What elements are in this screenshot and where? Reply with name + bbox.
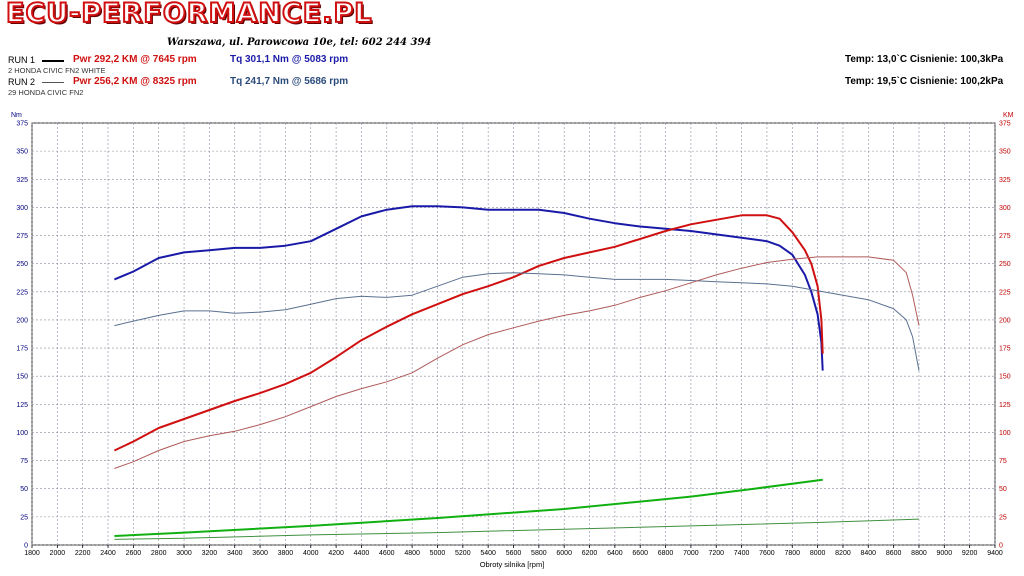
x-tick-label: 5800 (531, 550, 547, 557)
x-tick-label: 8800 (911, 550, 927, 557)
y-right-tick-label: 200 (999, 317, 1011, 324)
x-tick-label: 6000 (556, 550, 572, 557)
x-tick-label: 8200 (835, 550, 851, 557)
x-tick-label: 5400 (480, 550, 496, 557)
y-axis-right-label: KM (1003, 112, 1014, 119)
y-left-tick-label: 175 (16, 346, 28, 353)
chart-series (113, 205, 920, 540)
series-line-run2_loss (114, 518, 920, 540)
x-tick-label: 7200 (708, 550, 724, 557)
y-left-tick-label: 375 (16, 121, 28, 128)
chart-axes: 1800 2000 2200 2400 2600 2800 3000 3200 3400 3600… (16, 121, 1010, 558)
x-tick-label: 4000 (303, 550, 319, 557)
y-right-tick-label: 75 (999, 458, 1007, 465)
x-axis-label: Obroty silnika [rpm] (480, 560, 545, 569)
x-tick-label: 9000 (937, 550, 953, 557)
y-right-tick-label: 300 (999, 205, 1011, 212)
series-line-run1_loss (114, 478, 823, 537)
y-left-tick-label: 300 (16, 205, 28, 212)
brand-logo: ECU-PERFORMANCE.PL (5, 0, 373, 30)
series-line-run1_torque (114, 205, 824, 371)
run2-torque-summary: Tq 241,7 Nm @ 5686 rpm (230, 76, 349, 87)
x-tick-label: 7000 (683, 550, 699, 557)
x-tick-label: 5600 (506, 550, 522, 557)
x-tick-label: 3600 (252, 550, 268, 557)
x-tick-label: 4600 (379, 550, 395, 557)
x-tick-label: 2000 (50, 550, 66, 557)
run2-conditions: Temp: 19,5`C Cisnienie: 100,2kPa (845, 76, 1004, 87)
series-line-run1_power (113, 214, 824, 452)
x-tick-label: 4400 (354, 550, 370, 557)
x-tick-label: 6400 (607, 550, 623, 557)
series-line-run2_torque (114, 272, 920, 371)
x-tick-label: 7400 (734, 550, 750, 557)
x-tick-label: 2600 (126, 550, 142, 557)
y-right-tick-label: 275 (999, 233, 1011, 240)
x-tick-label: 6800 (658, 550, 674, 557)
y-left-tick-label: 25 (20, 514, 28, 521)
x-tick-label: 6600 (632, 550, 648, 557)
y-left-tick-label: 275 (16, 233, 28, 240)
x-tick-label: 3000 (176, 550, 192, 557)
y-right-tick-label: 175 (999, 346, 1011, 353)
run2-name: 29 HONDA CIVIC FN2 (8, 88, 84, 97)
y-left-tick-label: 350 (16, 149, 28, 156)
x-tick-label: 1800 (24, 550, 40, 557)
y-right-tick-label: 250 (999, 261, 1011, 268)
y-left-tick-label: 250 (16, 261, 28, 268)
x-tick-label: 9200 (962, 550, 978, 557)
x-tick-label: 7600 (759, 550, 775, 557)
run1-label: RUN 1 (8, 55, 36, 65)
y-left-tick-label: 325 (16, 177, 28, 184)
y-right-tick-label: 325 (999, 177, 1011, 184)
y-left-tick-label: 225 (16, 289, 28, 296)
x-tick-label: 5000 (430, 550, 446, 557)
x-tick-label: 3400 (227, 550, 243, 557)
run1-power-summary: Pwr 292,2 KM @ 7645 rpm (73, 54, 197, 65)
x-tick-label: 3800 (278, 550, 294, 557)
x-tick-label: 8600 (886, 550, 902, 557)
y-right-tick-label: 125 (999, 402, 1011, 409)
x-tick-label: 7800 (784, 550, 800, 557)
y-right-tick-label: 0 (999, 543, 1003, 550)
run1-name: 2 HONDA CIVIC FN2 WHITE (8, 66, 106, 75)
run1-line-swatch (42, 60, 64, 62)
y-left-tick-label: 100 (16, 430, 28, 437)
y-axis-left-label: Nm (11, 112, 22, 119)
x-tick-label: 5200 (455, 550, 471, 557)
x-tick-label: 8400 (861, 550, 877, 557)
x-tick-label: 4800 (404, 550, 420, 557)
run1-torque-summary: Tq 301,1 Nm @ 5083 rpm (230, 54, 349, 65)
chart-grid (31, 122, 996, 546)
y-left-tick-label: 75 (20, 458, 28, 465)
run2-line-swatch (42, 82, 64, 83)
x-tick-label: 2400 (100, 550, 116, 557)
run2-power-summary: Pwr 256,2 KM @ 8325 rpm (73, 76, 197, 87)
y-left-tick-label: 50 (20, 486, 28, 493)
y-right-tick-label: 350 (999, 149, 1011, 156)
y-left-tick-label: 0 (24, 543, 28, 550)
address-line: Warszawa, ul. Parowcowa 10e, tel: 602 24… (167, 37, 432, 48)
x-tick-label: 9400 (987, 550, 1003, 557)
y-left-tick-label: 125 (16, 402, 28, 409)
x-tick-label: 6200 (582, 550, 598, 557)
x-tick-label: 3200 (202, 550, 218, 557)
y-right-tick-label: 50 (999, 486, 1007, 493)
run2-label: RUN 2 (8, 77, 36, 87)
y-right-tick-label: 225 (999, 289, 1011, 296)
y-left-tick-label: 200 (16, 317, 28, 324)
x-tick-label: 4200 (328, 550, 344, 557)
x-tick-label: 8000 (810, 550, 826, 557)
series-line-run2_power (114, 256, 920, 469)
y-right-tick-label: 150 (999, 374, 1011, 381)
run1-conditions: Temp: 13,0`C Cisnienie: 100,3kPa (845, 54, 1004, 65)
plot-frame (31, 122, 996, 546)
x-tick-label: 2800 (151, 550, 167, 557)
y-right-tick-label: 25 (999, 514, 1007, 521)
y-right-tick-label: 100 (999, 430, 1011, 437)
x-tick-label: 2200 (75, 550, 91, 557)
y-left-tick-label: 150 (16, 374, 28, 381)
y-right-tick-label: 375 (999, 121, 1011, 128)
